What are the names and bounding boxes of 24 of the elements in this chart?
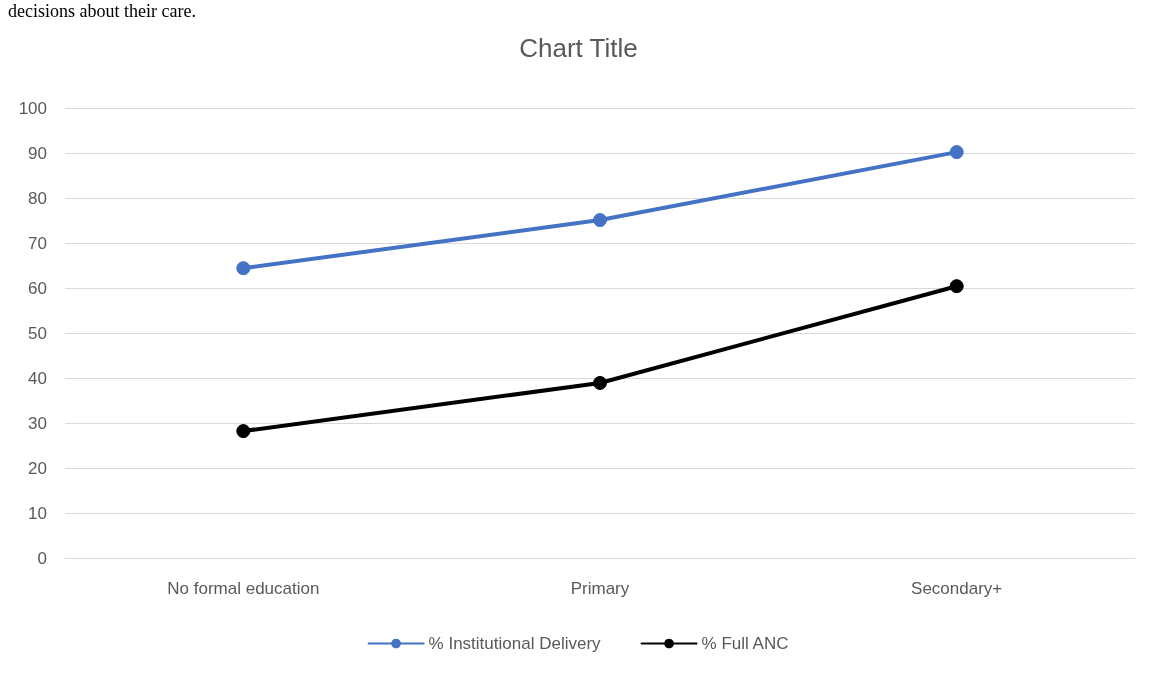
legend-label: % Full ANC — [701, 634, 789, 653]
x-tick-label: Secondary+ — [911, 579, 1003, 598]
x-tick-label: No formal education — [167, 579, 320, 598]
y-tick-label: 90 — [28, 143, 47, 163]
y-tick-label: 70 — [28, 233, 47, 253]
point — [236, 424, 251, 439]
point — [949, 279, 964, 294]
point — [593, 375, 607, 390]
chart-title: Chart Title — [519, 33, 638, 63]
y-tick-label: 100 — [18, 98, 47, 118]
point — [949, 145, 964, 160]
y-tick-label: 20 — [28, 458, 47, 478]
y-tick-label: 80 — [28, 188, 47, 208]
y-tick-label: 30 — [28, 413, 47, 433]
y-tick-label: 0 — [37, 548, 47, 568]
legend-label: % Institutional Delivery — [428, 634, 602, 653]
x-tick-label: Primary — [570, 579, 630, 598]
y-tick-label: 10 — [28, 503, 47, 523]
y-tick-label: 40 — [28, 368, 47, 388]
point — [236, 261, 251, 276]
y-tick-label: 50 — [28, 323, 47, 343]
text: decisions about their care. — [8, 1, 196, 21]
y-tick-label: 60 — [28, 278, 47, 298]
point — [593, 213, 607, 228]
